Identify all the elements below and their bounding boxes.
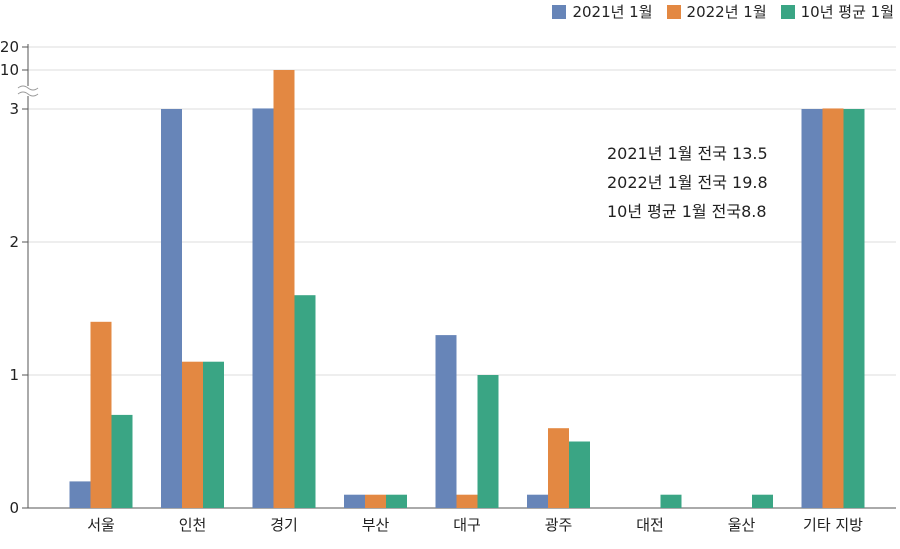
bar-2021 bbox=[161, 109, 182, 508]
bar-avg bbox=[660, 494, 682, 508]
bar-avg bbox=[843, 109, 865, 508]
bar-2022 bbox=[90, 321, 112, 508]
bar-avg bbox=[294, 295, 316, 508]
bar-avg bbox=[111, 414, 133, 508]
bar-avg bbox=[203, 361, 224, 508]
bar-2021 bbox=[435, 335, 457, 508]
y-tick-label: 10 bbox=[0, 61, 19, 79]
y-tick-label: 20 bbox=[0, 38, 19, 56]
note-2022-national: 2022년 1월 전국 19.8 bbox=[607, 173, 768, 192]
x-category-label: 광주 bbox=[545, 516, 573, 534]
bar-2022 bbox=[365, 494, 386, 508]
bar-2022 bbox=[548, 428, 569, 508]
legend-swatch-2022 bbox=[666, 4, 681, 19]
legend-item-2022: 2022년 1월 bbox=[666, 1, 767, 22]
bar-2022 bbox=[182, 361, 203, 508]
note-2021-national: 2021년 1월 전국 13.5 bbox=[607, 144, 768, 163]
legend-item-2021: 2021년 1월 bbox=[552, 1, 653, 22]
x-category-label: 인천 bbox=[179, 516, 207, 534]
y-tick-label: 2 bbox=[9, 233, 19, 251]
x-category-label: 대전 bbox=[636, 516, 664, 534]
axis-break-mark bbox=[17, 91, 39, 97]
y-tick-label: 0 bbox=[9, 499, 19, 517]
bar-avg bbox=[752, 494, 773, 508]
bar-2021 bbox=[527, 494, 548, 508]
bar-2022 bbox=[456, 494, 478, 508]
legend-swatch-avg bbox=[780, 4, 795, 19]
bar-2022 bbox=[822, 108, 844, 508]
y-tick-label: 3 bbox=[9, 100, 19, 118]
bar-avg bbox=[386, 494, 407, 508]
bar-2021 bbox=[252, 108, 274, 508]
x-category-label: 울산 bbox=[728, 516, 756, 534]
legend-label-2022: 2022년 1월 bbox=[686, 3, 767, 21]
legend-label-2021: 2021년 1월 bbox=[572, 3, 653, 21]
legend-swatch-2021 bbox=[552, 4, 567, 19]
y-tick-label: 1 bbox=[9, 366, 19, 384]
bar-avg bbox=[477, 375, 499, 508]
bar-2022 bbox=[273, 70, 295, 508]
x-category-label: 기타 지방 bbox=[803, 516, 863, 534]
bar-avg bbox=[569, 441, 590, 508]
bar-2021 bbox=[69, 481, 91, 508]
axis-break-mark bbox=[17, 85, 39, 91]
annotation-notes: 2021년 1월 전국 13.5 2022년 1월 전국 19.8 10년 평균… bbox=[607, 139, 768, 226]
x-category-label: 대구 bbox=[453, 516, 481, 534]
x-category-label: 부산 bbox=[362, 516, 390, 534]
note-avg-national: 10년 평균 1월 전국8.8 bbox=[607, 202, 767, 221]
legend-label-avg: 10년 평균 1월 bbox=[800, 3, 894, 21]
bar-2021 bbox=[801, 109, 823, 508]
legend-item-avg: 10년 평균 1월 bbox=[780, 1, 894, 22]
x-category-label: 경기 bbox=[270, 516, 298, 534]
x-category-label: 서울 bbox=[87, 516, 115, 534]
legend: 2021년 1월 2022년 1월 10년 평균 1월 bbox=[552, 1, 894, 22]
bar-2021 bbox=[344, 494, 365, 508]
